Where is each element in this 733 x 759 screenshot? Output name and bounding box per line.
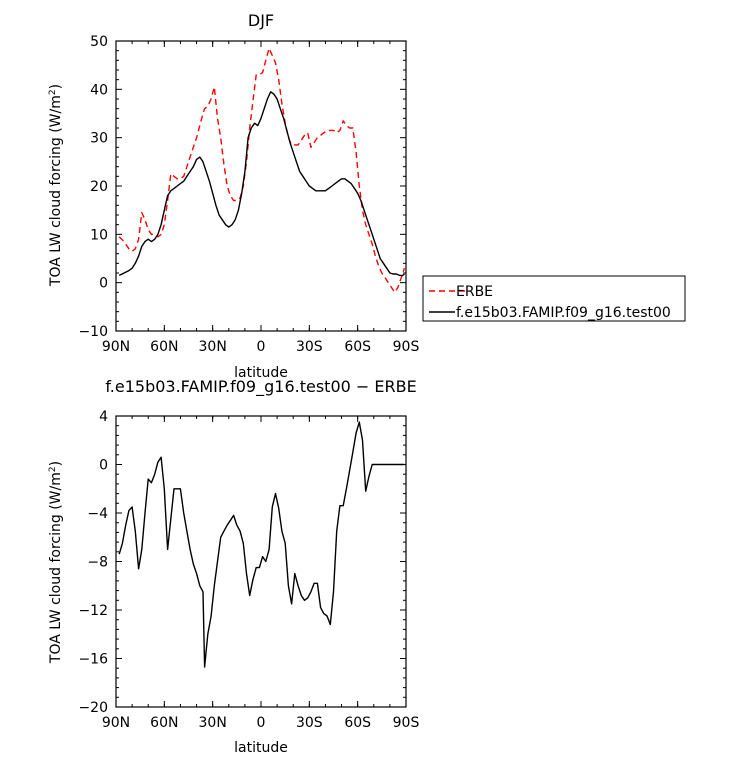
top-x-tick-label: 30N (199, 339, 227, 355)
legend-label-model: f.e15b03.FAMIP.f09_g16.test00 (456, 305, 671, 321)
bottom-y-tick-label: −12 (78, 603, 108, 619)
bottom-x-axis-label: latitude (234, 740, 288, 756)
bottom-plot-area: 90N 60N 30N 0 30S 60S 90S −20 −16 −12 −8 −4 0 4 (78, 409, 419, 731)
top-x-tick-label: 90S (393, 339, 420, 355)
bottom-y-tick-label: 4 (99, 409, 108, 425)
top-plot-frame (115, 40, 407, 332)
top-y-tick-label: 10 (90, 227, 108, 243)
top-y-tick-label: 20 (90, 179, 108, 195)
top-y-tick-label: 30 (90, 131, 108, 147)
bottom-y-tick-label: −8 (87, 555, 108, 571)
top-plot-area: 90N 60N 30N 0 30S 60S 90S −10 0 10 20 30 40 50 (78, 34, 419, 355)
top-y-axis-label: TOA LW cloud forcing (W/m2) (48, 84, 64, 287)
legend-label-erbe: ERBE (456, 284, 493, 300)
bottom-x-tick-label: 60N (150, 715, 178, 731)
bottom-x-tick-label: 30N (199, 715, 227, 731)
top-y-tick-label: 0 (99, 276, 108, 292)
bottom-panel: f.e15b03.FAMIP.f09_g16.test00 − ERBE 90N… (48, 377, 419, 756)
bottom-x-tick-label: 0 (257, 715, 266, 731)
top-y-tick-label: 50 (90, 34, 108, 50)
bottom-y-tick-label: −4 (87, 506, 108, 522)
bottom-y-tick-label: −20 (78, 700, 108, 716)
top-panel: DJF 90N 60N 30N 0 30S 60S 90S −10 0 10 20 30 40 50 la… (48, 11, 419, 381)
top-x-tick-label: 90N (102, 339, 130, 355)
bottom-x-tick-label: 60S (344, 715, 371, 731)
bottom-x-tick-label: 90S (393, 715, 420, 731)
top-x-tick-label: 60N (150, 339, 178, 355)
bottom-y-axis-label: TOA LW cloud forcing (W/m2) (48, 461, 64, 664)
top-series-model-line (118, 91, 405, 277)
top-x-tick-label: 30S (296, 339, 323, 355)
top-chart-title: DJF (248, 11, 274, 30)
bottom-y-tick-label: −16 (78, 652, 108, 668)
top-x-tick-label: 0 (257, 339, 266, 355)
top-x-axis-label: latitude (234, 365, 288, 381)
bottom-series-difference-line (118, 421, 405, 668)
bottom-x-tick-label: 30S (296, 715, 323, 731)
bottom-chart-title: f.e15b03.FAMIP.f09_g16.test00 − ERBE (105, 377, 416, 397)
legend-frame (422, 275, 686, 322)
legend: ERBE f.e15b03.FAMIP.f09_g16.test00 (422, 275, 686, 322)
top-y-tick-label: −10 (78, 324, 108, 340)
bottom-x-tick-label: 90N (102, 715, 130, 731)
bottom-y-tick-label: 0 (99, 458, 108, 474)
top-y-tick-label: 40 (90, 82, 108, 98)
top-x-tick-label: 60S (344, 339, 371, 355)
top-series-erbe-line (118, 47, 406, 293)
